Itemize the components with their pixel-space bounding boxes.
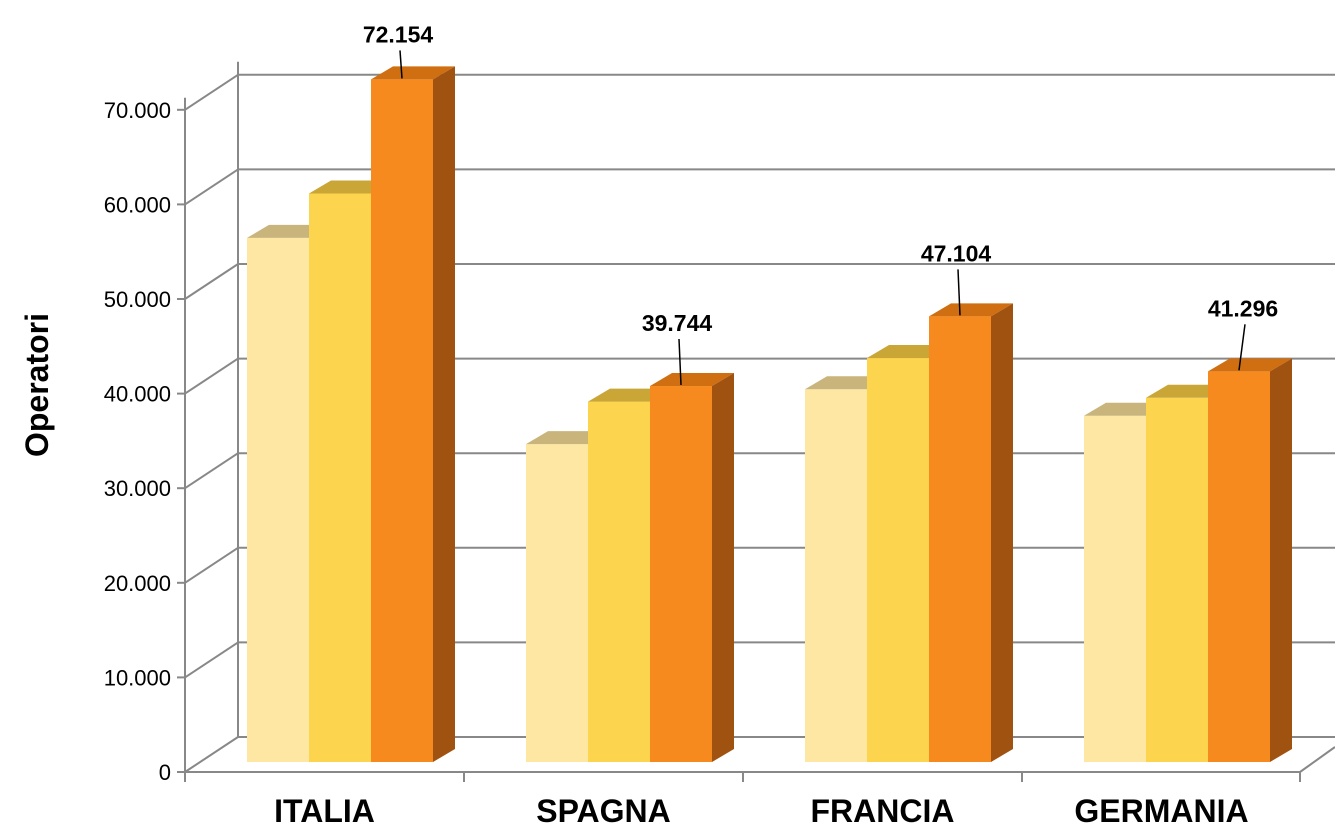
floor-right-edge xyxy=(1299,746,1335,773)
y-tick-label: 30.000 xyxy=(104,476,171,501)
bar xyxy=(1084,415,1146,762)
grid-side-line xyxy=(184,73,239,111)
x-category-label: FRANCIA xyxy=(811,793,955,829)
y-axis-title: Operatori xyxy=(19,313,55,457)
bar-top xyxy=(929,303,1013,317)
bar xyxy=(247,237,309,762)
y-tick-label: 20.000 xyxy=(104,571,171,596)
x-category-label: SPAGNA xyxy=(536,793,671,829)
bar xyxy=(526,444,588,762)
bar xyxy=(1146,397,1208,762)
grid-side-line xyxy=(184,357,239,395)
bar xyxy=(650,386,712,762)
bar xyxy=(588,401,650,762)
bar xyxy=(309,193,371,763)
bar-side xyxy=(433,66,455,762)
data-label: 72.154 xyxy=(363,21,434,47)
bar-side xyxy=(1270,358,1292,762)
bar xyxy=(371,79,433,762)
y-tick-label: 0 xyxy=(159,760,171,785)
bar-top xyxy=(650,373,734,387)
grid-side-line xyxy=(184,546,239,584)
bar-side xyxy=(712,373,734,762)
axis-layer: 0 10.000 20.000 30.000 40.000 50.000 60.000 70.… xyxy=(104,61,1335,785)
y-tick-label: 40.000 xyxy=(104,382,171,407)
data-label-leader xyxy=(957,269,961,316)
x-category-label: GERMANIA xyxy=(1074,793,1248,829)
grid-side-line xyxy=(184,263,239,300)
bar-layer xyxy=(247,66,1292,763)
bar-top xyxy=(1208,358,1292,372)
bar xyxy=(805,389,867,762)
grid-side-line xyxy=(184,641,239,679)
x-category-label: ITALIA xyxy=(274,793,375,829)
data-label: 39.744 xyxy=(642,310,713,336)
grid-side-line xyxy=(184,168,239,206)
y-tick-label: 50.000 xyxy=(104,287,171,312)
bar-top xyxy=(371,66,455,80)
y-tick-label: 70.000 xyxy=(104,98,171,123)
label-layer: 72.154 ITALIA 39.744 SPAGNA 47.104 FRANCIA 41.… xyxy=(274,21,1278,829)
data-label: 47.104 xyxy=(921,240,992,266)
data-label-leader xyxy=(1238,324,1246,371)
grid-side-line xyxy=(184,452,239,490)
bar xyxy=(867,358,929,762)
data-label: 41.296 xyxy=(1208,295,1278,321)
bar xyxy=(929,316,991,762)
grid-side-line xyxy=(184,736,239,773)
data-label-leader xyxy=(678,338,682,386)
y-tick-label: 10.000 xyxy=(104,665,171,690)
y-tick-label: 60.000 xyxy=(104,192,171,217)
bar xyxy=(1208,371,1270,762)
data-label-leader xyxy=(399,50,403,79)
bar-side xyxy=(991,303,1013,762)
